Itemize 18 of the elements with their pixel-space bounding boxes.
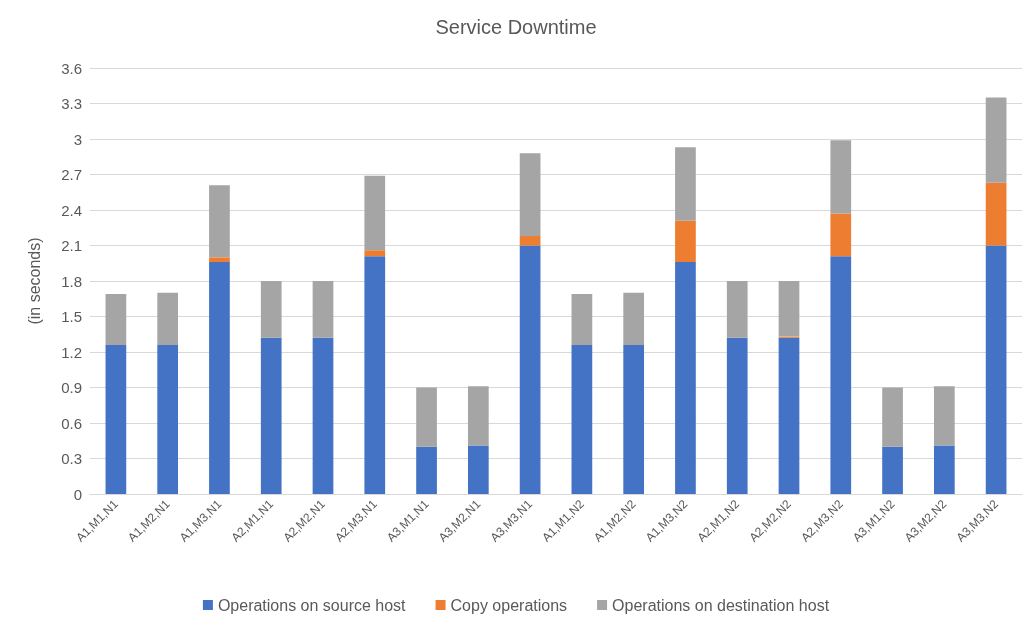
y-tick-label: 0.9 [61, 379, 82, 396]
legend-label: Copy operations [450, 596, 568, 614]
y-tick-label: 1.2 [61, 343, 82, 361]
y-tick-label: 0 [73, 485, 82, 503]
y-tick-label: 3.6 [61, 59, 82, 77]
legend-label: Operations on destination host [612, 596, 830, 614]
y-tick-label: 2.1 [61, 237, 82, 254]
chart-title: Service Downtime [435, 16, 597, 38]
y-tick-label: 0.6 [61, 414, 82, 432]
legend-label: Operations on source host [217, 596, 407, 614]
y-tick-label: 2.4 [61, 201, 82, 219]
y-axis-title: (in seconds) [25, 237, 43, 325]
y-tick-label: 0.3 [61, 450, 82, 467]
y-tick-label: 3 [73, 130, 82, 148]
y-tick-label: 1.8 [61, 272, 82, 290]
y-tick-label: 2.7 [61, 166, 82, 183]
y-tick-label: 3.3 [61, 95, 82, 112]
y-tick-label: 1.5 [61, 308, 82, 325]
